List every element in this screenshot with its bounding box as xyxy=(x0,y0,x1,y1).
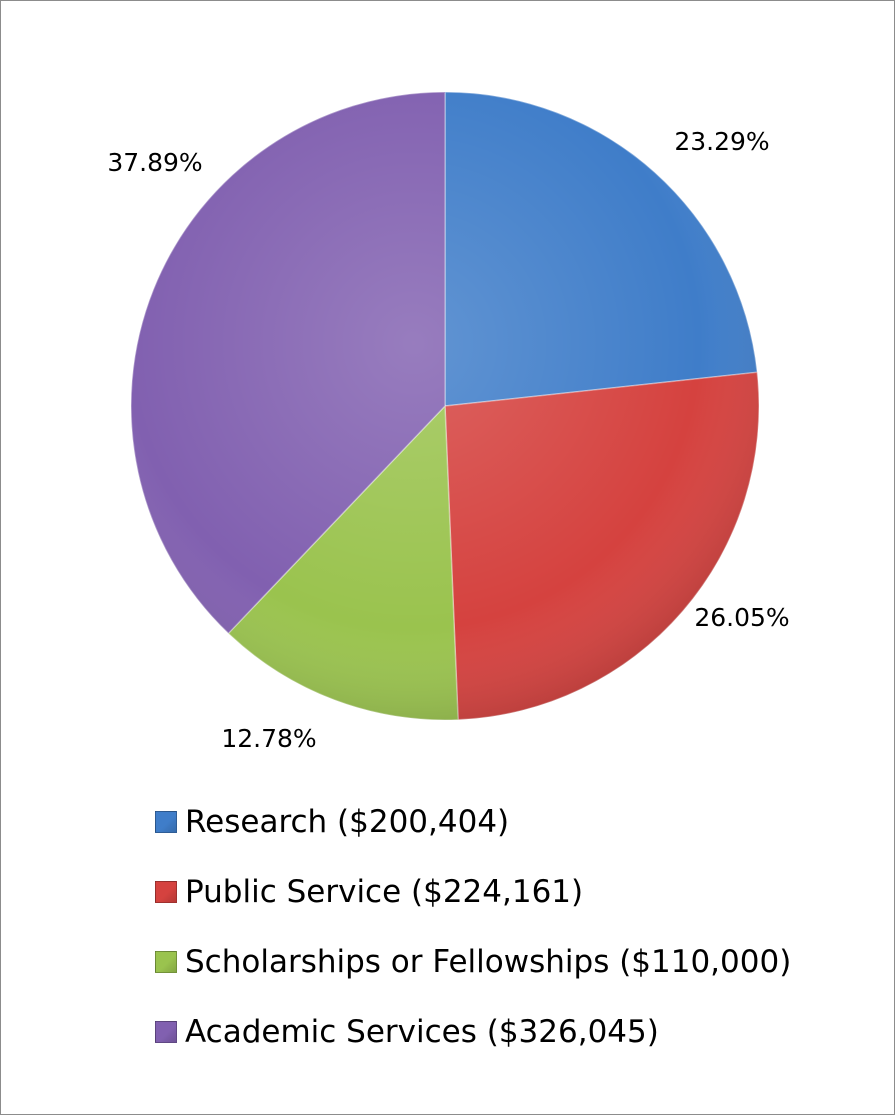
legend-item-4: Academic Services ($326,045) xyxy=(155,1010,659,1054)
legend-swatch-icon xyxy=(155,1021,177,1043)
data-label-2: 26.05% xyxy=(694,603,789,632)
legend-item-3: Scholarships or Fellowships ($110,000) xyxy=(155,940,791,984)
legend-label: Public Service ($224,161) xyxy=(185,874,584,910)
pie-slice-2 xyxy=(444,371,760,721)
data-label-4: 37.89% xyxy=(107,148,202,177)
data-label-1: 23.29% xyxy=(674,127,769,156)
legend-swatch-icon xyxy=(155,811,177,833)
pie-chart: 23.29% 26.05% 12.78% 37.89% xyxy=(107,91,790,753)
legend-item-2: Public Service ($224,161) xyxy=(155,870,583,914)
legend-label: Academic Services ($326,045) xyxy=(185,1014,659,1050)
legend-swatch-icon xyxy=(155,881,177,903)
legend-label: Scholarships or Fellowships ($110,000) xyxy=(185,944,792,980)
data-label-3: 12.78% xyxy=(221,724,316,753)
legend-item-1: Research ($200,404) xyxy=(155,800,509,844)
legend-label: Research ($200,404) xyxy=(185,804,510,840)
legend-swatch-icon xyxy=(155,951,177,973)
